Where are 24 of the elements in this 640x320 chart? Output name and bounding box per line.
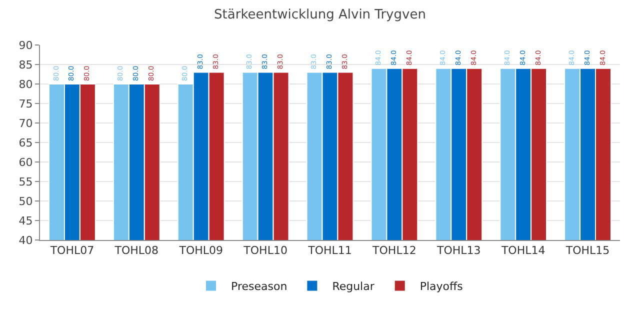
- x-tick-label: TOHL11: [307, 244, 352, 258]
- y-tick-label: 90: [18, 38, 33, 52]
- legend-label: Regular: [332, 280, 375, 293]
- y-tick-label: 75: [18, 97, 33, 110]
- y-tick-label: 65: [18, 136, 33, 150]
- chart-title: Stärkeentwicklung Alvin Trygven: [214, 8, 426, 23]
- x-tick-label: TOHL12: [372, 244, 416, 258]
- legend-label: Preseason: [231, 280, 288, 293]
- x-tick-label: TOHL13: [436, 244, 481, 258]
- x-tick-label: TOHL07: [49, 244, 94, 258]
- x-tick-label: TOHL14: [500, 244, 546, 258]
- y-tick-label: 80: [18, 78, 33, 91]
- y-tick-label: 60: [18, 156, 33, 169]
- x-tick-label: TOHL15: [564, 244, 610, 258]
- x-tick-label: TOHL09: [178, 244, 223, 258]
- y-tick-label: 55: [18, 175, 33, 188]
- y-tick-label: 40: [18, 234, 33, 247]
- y-tick-label: 70: [18, 116, 33, 130]
- y-tick-label: 50: [18, 194, 33, 208]
- x-tick-label: TOHL10: [242, 244, 288, 258]
- x-tick-label: TOHL08: [114, 244, 159, 258]
- legend-label: Playoffs: [420, 280, 464, 293]
- y-tick-label: 45: [18, 214, 33, 228]
- y-tick-label: 85: [18, 58, 33, 72]
